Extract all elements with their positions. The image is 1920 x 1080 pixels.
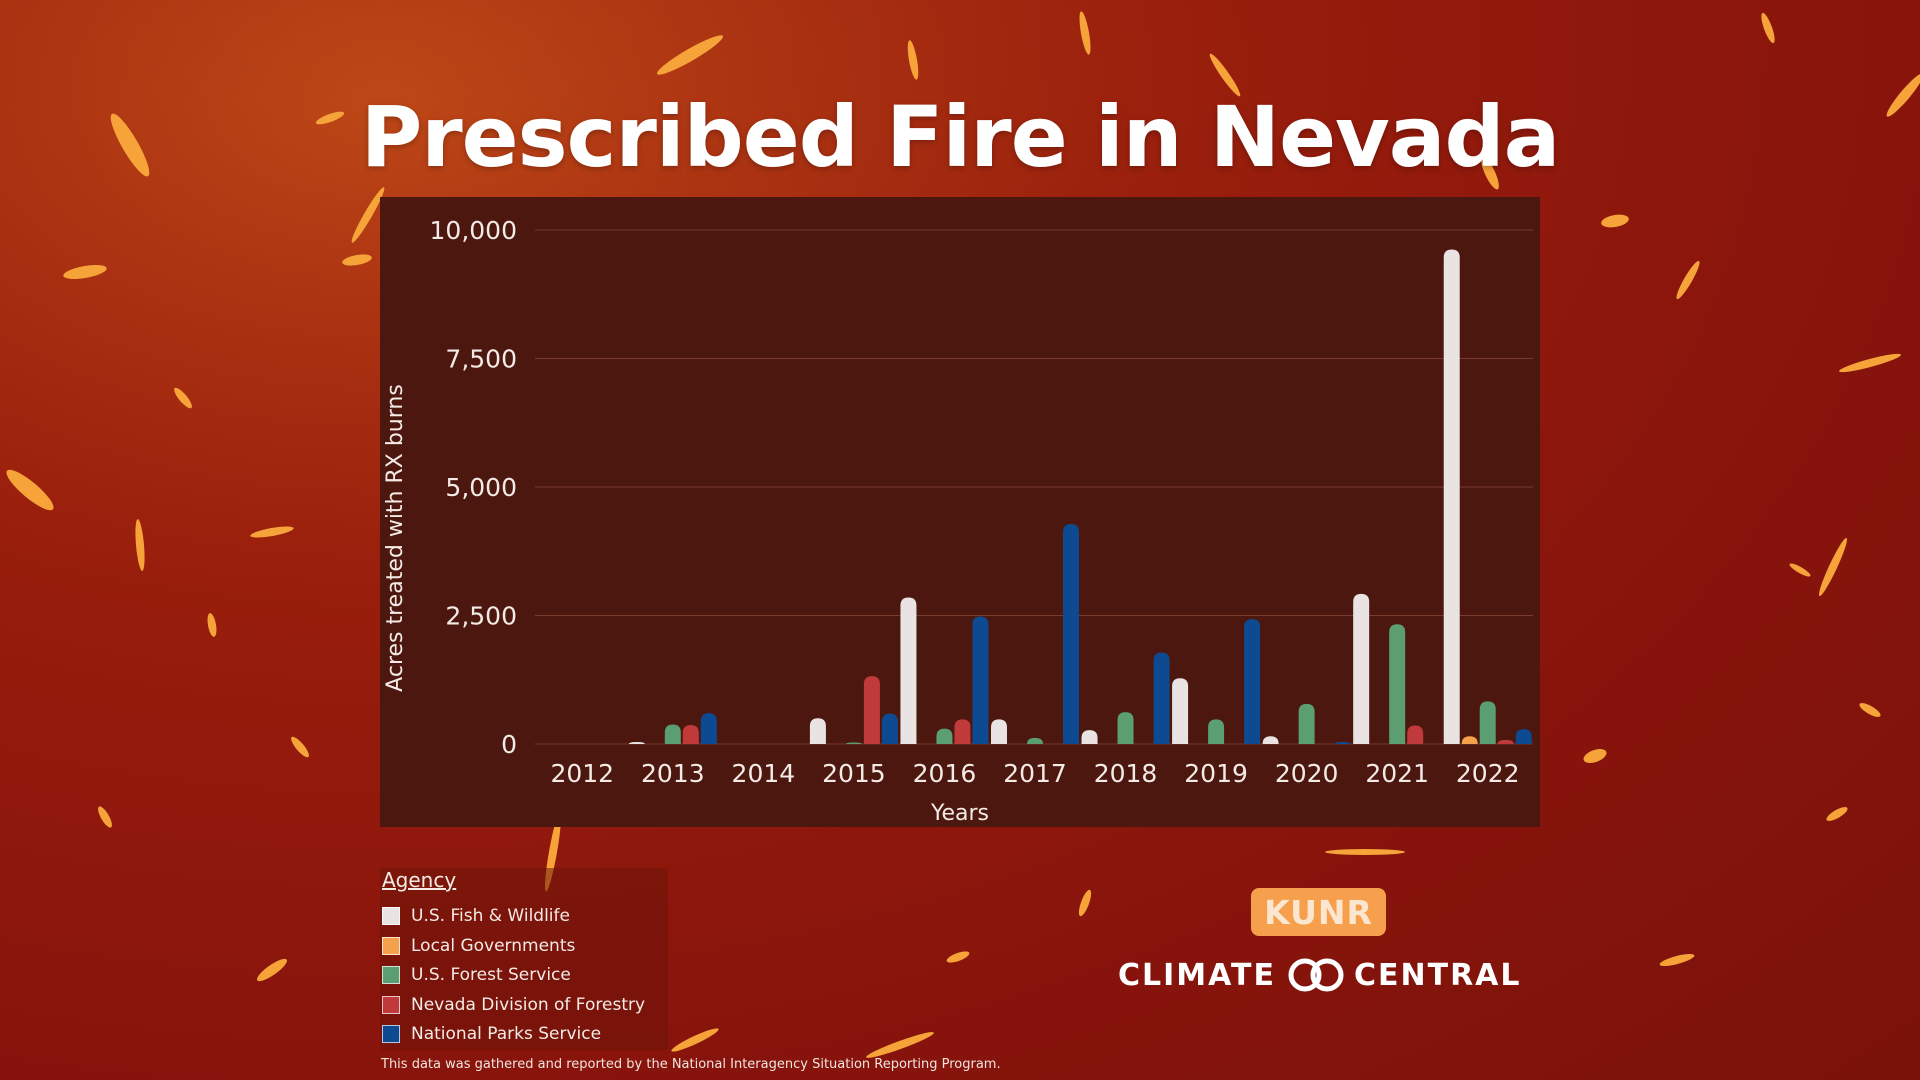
y-tick-label: 0 xyxy=(501,730,517,759)
legend-swatch xyxy=(382,907,400,925)
bar xyxy=(1389,624,1406,744)
x-tick-label: 2015 xyxy=(822,759,886,788)
chart-title: Prescribed Fire in Nevada xyxy=(360,88,1561,186)
y-tick-label: 5,000 xyxy=(445,473,517,502)
legend-swatch xyxy=(382,966,400,984)
footnote: This data was gathered and reported by t… xyxy=(381,1057,1001,1072)
legend-item: U.S. Forest Service xyxy=(382,964,571,986)
legend-title: Agency xyxy=(382,868,457,892)
bar xyxy=(1443,249,1460,745)
bar xyxy=(700,713,717,744)
x-tick-label: 2017 xyxy=(1003,759,1067,788)
legend-swatch xyxy=(382,936,400,955)
bar xyxy=(664,724,681,744)
bar xyxy=(1117,712,1134,744)
chart-panel: 0 2,500 5,000 7,500 10,000 2012 2013 2014 2015 20… xyxy=(380,197,1540,827)
y-axis-title: Acres treated with RX burns xyxy=(383,384,408,692)
climate-central-logo-left: CLIMATE xyxy=(1118,957,1276,993)
legend-swatch xyxy=(382,1025,400,1043)
x-tick-label: 2013 xyxy=(641,759,705,788)
bar xyxy=(900,597,917,744)
x-tick-label: 2012 xyxy=(550,759,614,788)
legend-item: National Parks Service xyxy=(382,1023,601,1045)
climate-central-logo: CLIMATE CENTRAL xyxy=(1118,954,1522,996)
legend-item: Local Governments xyxy=(382,935,575,957)
legend-item: U.S. Fish & Wildlife xyxy=(382,905,570,927)
legend-swatch xyxy=(382,995,400,1014)
bar xyxy=(1172,678,1189,744)
bar xyxy=(1497,739,1514,744)
x-tick-label: 2018 xyxy=(1094,759,1158,788)
bar xyxy=(809,718,826,744)
climate-central-mark-icon xyxy=(1288,958,1344,992)
legend-item: Nevada Division of Forestry xyxy=(382,994,645,1016)
bar xyxy=(863,676,880,744)
bar xyxy=(936,728,953,744)
x-tick-label: 2019 xyxy=(1184,759,1248,788)
bar-chart: 0 2,500 5,000 7,500 10,000 2012 2013 2014 2015 20… xyxy=(383,216,1533,826)
y-tick-label: 2,500 xyxy=(445,602,517,631)
bar xyxy=(682,724,699,744)
legend-label: U.S. Fish & Wildlife xyxy=(411,906,570,926)
legend-label: National Parks Service xyxy=(411,1024,602,1044)
bar xyxy=(1515,729,1532,744)
bar xyxy=(1479,701,1496,744)
x-tick-label: 2016 xyxy=(913,759,977,788)
x-tick-label: 2022 xyxy=(1456,759,1520,788)
bar xyxy=(1262,736,1279,744)
bar xyxy=(991,719,1007,744)
bar xyxy=(628,741,645,744)
bar xyxy=(1081,730,1098,744)
y-tick-label: 10,000 xyxy=(430,216,517,245)
bar xyxy=(881,713,898,744)
bar xyxy=(1244,619,1261,744)
bar xyxy=(1353,593,1370,744)
y-tick-label: 7,500 xyxy=(445,345,517,374)
x-tick-label: 2014 xyxy=(732,759,796,788)
bar xyxy=(1334,741,1351,744)
kunr-logo: KUNR xyxy=(1251,888,1386,936)
legend-label: U.S. Forest Service xyxy=(411,965,571,985)
bar xyxy=(954,719,971,744)
bar xyxy=(1298,703,1315,744)
bar xyxy=(1461,736,1478,744)
x-axis-title: Years xyxy=(930,801,989,826)
bar xyxy=(1208,719,1225,744)
x-tick-label: 2020 xyxy=(1275,759,1339,788)
bar xyxy=(1027,737,1043,744)
climate-central-logo-right: CENTRAL xyxy=(1354,957,1522,993)
legend-label: Nevada Division of Forestry xyxy=(411,994,646,1015)
legend: Agency U.S. Fish & Wildlife Local Governm… xyxy=(380,868,668,1050)
bar xyxy=(972,616,989,744)
bar xyxy=(1063,524,1079,744)
kunr-logo-text: KUNR xyxy=(1264,892,1373,932)
legend-label: Local Governments xyxy=(411,935,576,956)
x-tick-label: 2021 xyxy=(1365,759,1429,788)
bar xyxy=(845,742,862,744)
bar xyxy=(1153,652,1170,744)
bar xyxy=(1407,725,1424,744)
